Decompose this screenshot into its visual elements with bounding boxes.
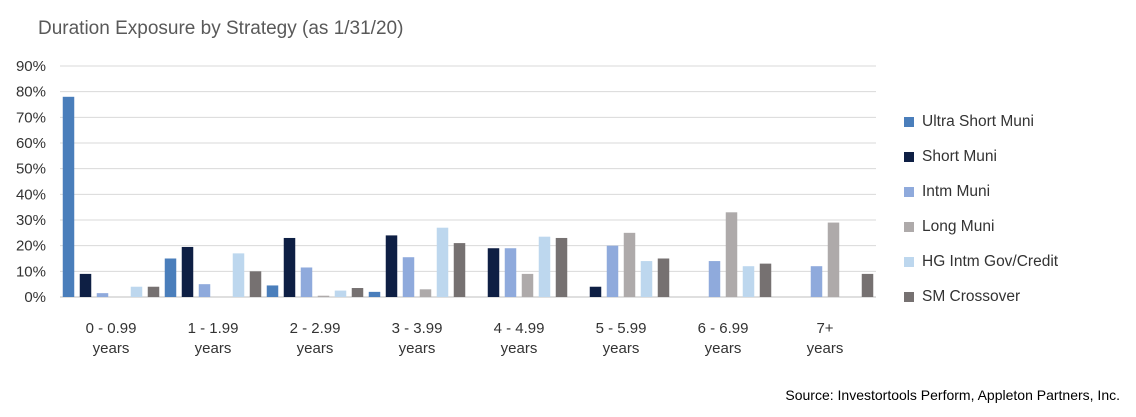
bar-ultra-short-muni-2: [266, 285, 279, 297]
x-tick-label: 4 - 4.99: [494, 320, 545, 337]
y-tick-label: 30%: [16, 212, 46, 229]
bar-sm-crossover-5: [657, 258, 670, 297]
source-note: Source: Investortools Perform, Appleton …: [785, 387, 1120, 403]
x-tick-label: 6 - 6.99: [698, 320, 749, 337]
y-tick-label: 40%: [16, 186, 46, 203]
legend-label: SM Crossover: [922, 287, 1021, 305]
x-tick-label: 7+: [816, 320, 833, 337]
bar-sm-crossover-6: [759, 263, 772, 297]
bar-intm-muni-2: [300, 267, 313, 297]
bar-long-muni-2: [317, 295, 330, 297]
x-axis-ticks: 0 - 0.99 years 1 - 1.99 years 2 - 2.99 years 3…: [86, 320, 844, 357]
bar-hg-intm-gov-credit-6: [742, 266, 755, 297]
legend-item: Ultra Short Muni: [904, 104, 1058, 139]
x-tick-label: 1 - 1.99: [188, 320, 239, 337]
legend-item: Long Muni: [904, 209, 1058, 244]
bar-short-muni-2: [283, 237, 296, 297]
legend-label: HG Intm Gov/Credit: [922, 252, 1059, 270]
x-tick-label: 5 - 5.99: [596, 320, 647, 337]
bar-intm-muni-4: [504, 248, 517, 297]
bar-hg-intm-gov-credit-1: [232, 253, 245, 297]
bar-short-muni-0: [79, 273, 92, 297]
legend-swatch: [904, 291, 914, 302]
bar-long-muni-7: [827, 222, 840, 297]
bar-sm-crossover-7: [861, 273, 874, 297]
bar-ultra-short-muni-3: [368, 291, 381, 297]
bar-sm-crossover-2: [351, 288, 364, 297]
legend-swatch: [904, 256, 914, 267]
y-tick-label: 10%: [16, 263, 46, 280]
legend-label: Intm Muni: [922, 182, 991, 200]
legend-item: Intm Muni: [904, 174, 1058, 209]
bar-sm-crossover-4: [555, 237, 568, 297]
legend-swatch: [904, 151, 914, 162]
legend-label: Ultra Short Muni: [922, 112, 1034, 130]
bar-sm-crossover-0: [147, 286, 160, 297]
bar-intm-muni-7: [810, 266, 823, 297]
legend: Ultra Short Muni Short Muni Intm Muni Long …: [904, 104, 1058, 314]
x-tick-label: years: [297, 340, 334, 357]
y-tick-label: 20%: [16, 238, 46, 255]
bar-ultra-short-muni-1: [164, 258, 177, 297]
x-tick-label: 3 - 3.99: [392, 320, 443, 337]
bar-hg-intm-gov-credit-3: [436, 227, 449, 297]
bar-intm-muni-1: [198, 284, 211, 297]
bar-sm-crossover-3: [453, 243, 466, 297]
x-tick-label: 2 - 2.99: [290, 320, 341, 337]
bar-long-muni-3: [419, 289, 432, 297]
gridlines: [60, 65, 876, 298]
bar-intm-muni-3: [402, 257, 415, 297]
legend-label: Long Muni: [922, 217, 995, 235]
bar-long-muni-4: [521, 273, 534, 297]
legend-swatch: [904, 186, 914, 197]
bar-intm-muni-0: [96, 293, 109, 297]
bar-ultra-short-muni-0: [62, 96, 75, 297]
y-tick-label: 50%: [16, 161, 46, 178]
bar-short-muni-4: [487, 248, 500, 297]
bar-sm-crossover-1: [249, 271, 262, 297]
x-tick-label: years: [195, 340, 232, 357]
bar-short-muni-3: [385, 235, 398, 297]
legend-item: HG Intm Gov/Credit: [904, 244, 1058, 279]
chart-title: Duration Exposure by Strategy (as 1/31/2…: [38, 18, 404, 39]
y-tick-label: 90%: [16, 58, 46, 75]
y-tick-label: 70%: [16, 109, 46, 126]
x-tick-label: years: [93, 340, 130, 357]
bar-intm-muni-6: [708, 261, 721, 297]
legend-swatch: [904, 116, 914, 127]
bar-intm-muni-5: [606, 245, 619, 297]
bar-hg-intm-gov-credit-4: [538, 236, 551, 297]
x-tick-label: years: [603, 340, 640, 357]
legend-item: SM Crossover: [904, 279, 1058, 314]
legend-swatch: [904, 221, 914, 232]
y-tick-label: 80%: [16, 84, 46, 101]
bar-hg-intm-gov-credit-2: [334, 290, 347, 297]
bar-short-muni-1: [181, 246, 194, 297]
bar-hg-intm-gov-credit-0: [130, 286, 143, 297]
bar-long-muni-5: [623, 232, 636, 297]
y-tick-label: 60%: [16, 135, 46, 152]
x-tick-label: years: [807, 340, 844, 357]
bar-short-muni-5: [589, 286, 602, 297]
y-axis-ticks: 0% 10% 20% 30% 40% 50% 60% 70% 80% 90%: [16, 58, 46, 306]
y-tick-label: 0%: [24, 289, 46, 306]
x-tick-label: years: [705, 340, 742, 357]
legend-label: Short Muni: [922, 147, 997, 165]
x-tick-label: years: [501, 340, 538, 357]
legend-item: Short Muni: [904, 139, 1058, 174]
bar-hg-intm-gov-credit-5: [640, 261, 653, 297]
bars: [62, 96, 874, 297]
bar-long-muni-6: [725, 212, 738, 297]
x-tick-label: years: [399, 340, 436, 357]
x-tick-label: 0 - 0.99: [86, 320, 137, 337]
